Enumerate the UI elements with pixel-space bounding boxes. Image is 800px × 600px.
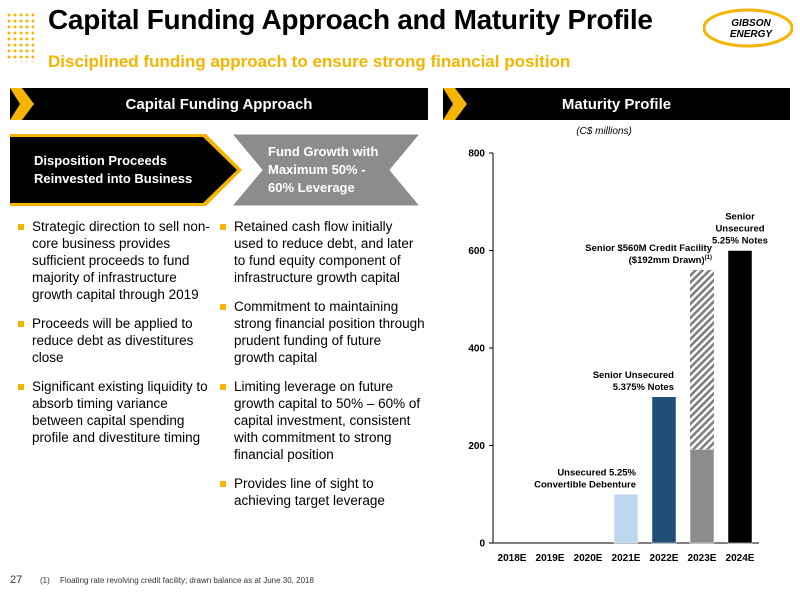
bullet-item: Retained cash flow initially used to red…: [220, 218, 425, 286]
capital-funding-heading: Capital Funding Approach: [125, 95, 313, 113]
bar-2021E: [613, 494, 639, 544]
x-tick-label: 2019E: [536, 553, 565, 564]
funding-flow: Disposition Proceeds Reinvested into Bus…: [10, 134, 430, 206]
bar-2023E-undrawn: [690, 270, 714, 450]
y-tick-label: 800: [468, 149, 485, 160]
bar-annotation: Unsecured 5.25% Convertible Debenture: [534, 467, 636, 490]
flow-box-1-text: Disposition Proceeds Reinvested into Bus…: [34, 153, 193, 186]
maturity-profile-header: Maturity Profile: [443, 88, 790, 120]
bar-annotation: Senior $560M Credit Facility ($192mm Draw…: [585, 243, 712, 266]
y-tick-label: 600: [468, 246, 485, 257]
y-tick-label: 0: [479, 539, 485, 550]
x-tick-label: 2024E: [726, 553, 755, 564]
bullet-item: Strategic direction to sell non-core bus…: [18, 218, 213, 303]
bullet-item: Limiting leverage on future growth capit…: [220, 378, 425, 463]
bullet-item: Significant existing liquidity to absorb…: [18, 378, 213, 446]
gibson-energy-logo: GIBSON ENERGY: [703, 8, 793, 48]
x-tick-label: 2022E: [650, 553, 679, 564]
x-tick-label: 2021E: [612, 553, 641, 564]
chevron-right-icon: [10, 88, 34, 120]
bullets-right-column: Retained cash flow initially used to red…: [220, 218, 425, 521]
footnote-text: Floating rate revolving credit facility;…: [60, 576, 314, 585]
bar-annotation: Senior Unsecured 5.25% Notes: [712, 212, 768, 247]
flow-box-2-shape: [10, 137, 237, 203]
bar-2023E: [689, 449, 715, 544]
page-title: Capital Funding Approach and Maturity Pr…: [48, 4, 653, 35]
page-number: 27: [10, 574, 23, 586]
footnote-marker: (1): [40, 576, 50, 585]
capital-funding-header: Capital Funding Approach: [10, 88, 428, 120]
flow-box-1-shape: [231, 134, 421, 206]
bar-2022E: [651, 396, 677, 544]
decorative-dot-grid: [6, 12, 34, 62]
bar-2024E: [727, 250, 753, 544]
maturity-profile-chart: (C$ millions) 0 200 400 600 800 2018E 2019E 202…: [468, 126, 768, 564]
x-tick-label: 2023E: [688, 553, 717, 564]
logo-line-2: ENERGY: [730, 29, 774, 40]
bullet-item: Provides line of sight to achieving targ…: [220, 475, 425, 509]
chart-unit-label: (C$ millions): [576, 126, 632, 137]
y-tick-label: 400: [468, 344, 485, 355]
x-tick-label: 2020E: [574, 553, 603, 564]
bar-annotation: Senior Unsecured 5.375% Notes: [593, 370, 674, 393]
chevron-right-icon: [443, 88, 467, 120]
x-tick-label: 2018E: [498, 553, 527, 564]
bullet-item: Commitment to maintaining strong financi…: [220, 298, 425, 366]
logo-line-1: GIBSON: [731, 18, 771, 29]
bullets-left-column: Strategic direction to sell non-core bus…: [18, 218, 213, 458]
bullet-item: Proceeds will be applied to reduce debt …: [18, 315, 213, 366]
flow-box-2-text: Fund Growth with Maximum 50% - 60% Lever…: [268, 144, 379, 195]
maturity-profile-heading: Maturity Profile: [561, 95, 672, 113]
y-tick-label: 200: [468, 441, 485, 452]
page-subtitle: Disciplined funding approach to ensure s…: [48, 52, 571, 71]
